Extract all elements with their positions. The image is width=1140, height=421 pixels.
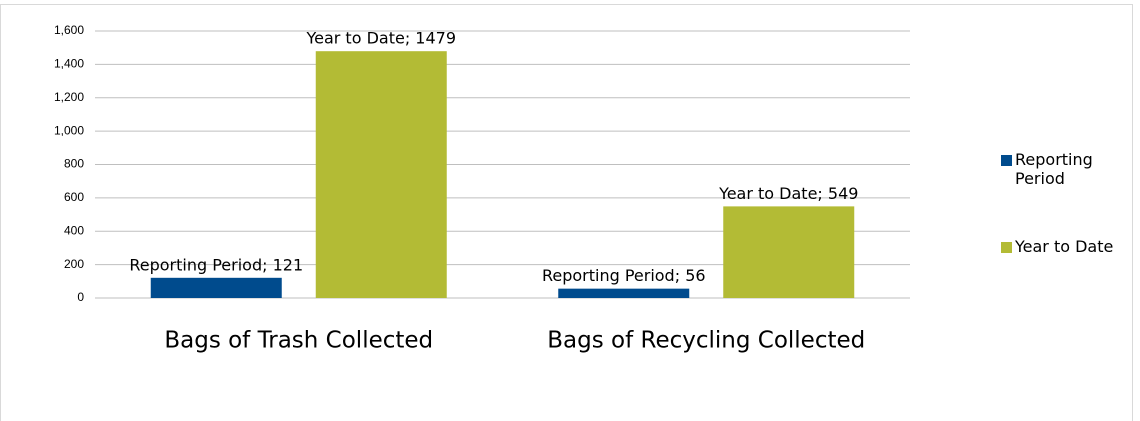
y-tick-label: 200 (64, 257, 84, 271)
legend-label: Reporting Period (1015, 150, 1093, 188)
legend-item: Reporting Period (1001, 150, 1121, 188)
bar (150, 277, 282, 298)
bar (723, 206, 855, 298)
y-tick-label: 800 (64, 157, 84, 171)
y-tick-label: 0 (77, 290, 84, 304)
legend-item: Year to Date (1001, 237, 1140, 256)
y-tick-label: 400 (64, 223, 84, 237)
y-tick-label: 1,200 (54, 90, 84, 104)
data-label: Reporting Period; 121 (129, 255, 303, 274)
y-tick-label: 1,000 (54, 123, 84, 137)
data-label: Reporting Period; 56 (542, 266, 706, 285)
y-tick-label: 1,600 (54, 23, 84, 37)
bar (315, 51, 447, 298)
data-label: Year to Date; 1479 (305, 29, 456, 48)
y-tick-label: 600 (64, 190, 84, 204)
chart-border (0, 4, 1133, 421)
y-tick-label: 1,400 (54, 57, 84, 71)
legend-swatch (1001, 242, 1012, 253)
data-label: Year to Date; 549 (718, 184, 858, 203)
legend-swatch (1001, 155, 1012, 166)
x-tick-label: Bags of Trash Collected (164, 328, 433, 354)
legend-label: Year to Date (1015, 237, 1114, 256)
x-tick-label: Bags of Recycling Collected (547, 328, 865, 354)
bar (558, 288, 690, 298)
